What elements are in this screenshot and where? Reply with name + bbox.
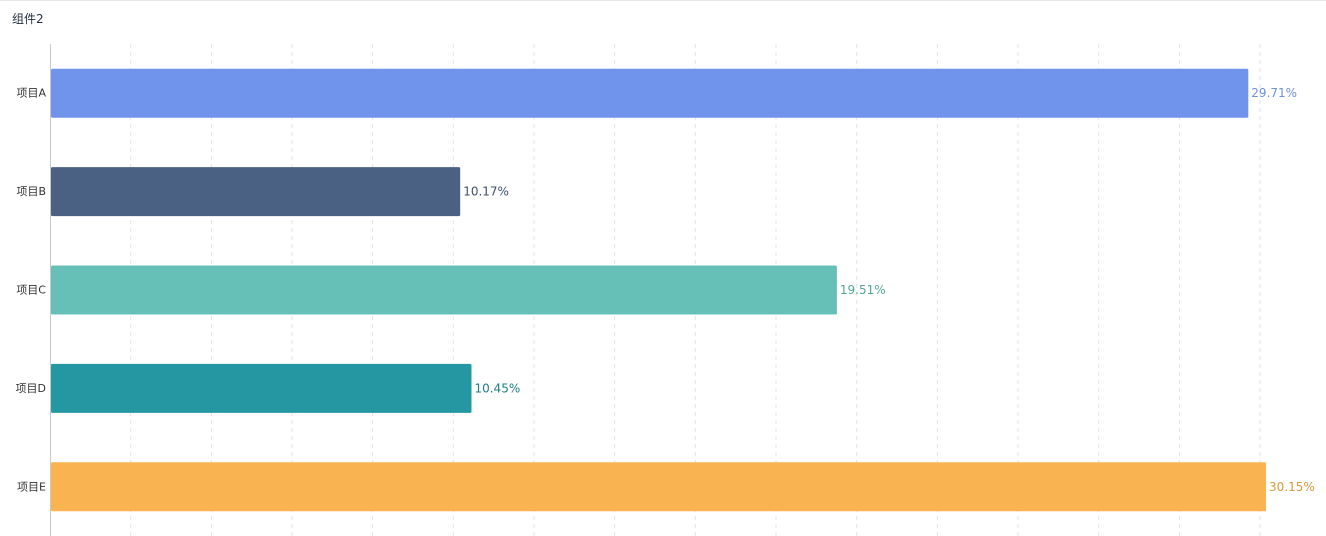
bar-2[interactable] xyxy=(51,167,461,217)
value-label: 10.17% xyxy=(463,185,509,199)
widget-title: 组件2 xyxy=(12,12,44,26)
bar-4[interactable] xyxy=(51,363,472,413)
labels: 项目A 29.71% 项目B 10.17% 项目C 19.51% 项目D 10.45% 项目E 3… xyxy=(16,86,1315,494)
top-border xyxy=(0,0,1326,1)
category-label: 项目A xyxy=(16,87,46,100)
category-label: 项目E xyxy=(17,480,46,493)
bars xyxy=(51,68,1267,512)
grid-lines xyxy=(130,44,1261,536)
bar-1[interactable] xyxy=(51,68,1249,118)
value-label: 30.15% xyxy=(1269,480,1315,494)
category-label: 项目B xyxy=(16,185,46,198)
bar-5[interactable] xyxy=(51,462,1267,512)
bar-3[interactable] xyxy=(51,265,837,315)
category-label: 项目C xyxy=(16,284,46,297)
category-label: 项目D xyxy=(16,382,46,395)
value-label: 19.51% xyxy=(840,283,886,297)
value-label: 29.71% xyxy=(1251,86,1297,100)
value-label: 10.45% xyxy=(474,381,520,395)
